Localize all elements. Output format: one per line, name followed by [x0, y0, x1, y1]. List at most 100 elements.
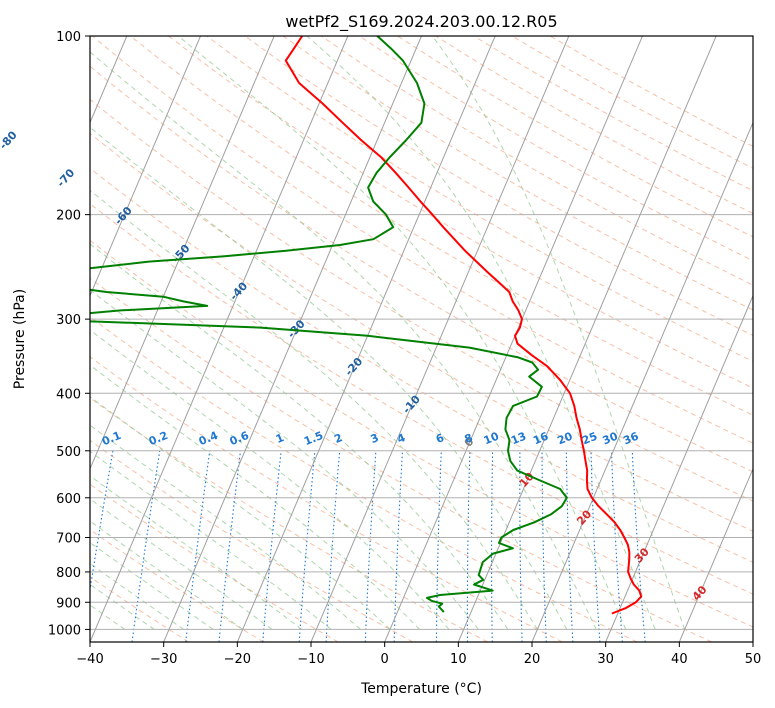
dry-adiabat-line — [206, 36, 753, 362]
moist-adiabat-line — [177, 36, 627, 630]
x-tick-label: 40 — [671, 652, 688, 667]
isotherm-line — [752, 640, 753, 642]
moist-adiabat-line — [90, 329, 450, 630]
y-tick-label: 400 — [56, 387, 81, 402]
y-tick-label: 1000 — [48, 623, 81, 638]
dry-adiabat-line — [90, 483, 339, 642]
moist-adiabat-line — [90, 475, 302, 630]
dry-adiabat-line — [168, 36, 753, 389]
moist-adiabat-line — [431, 36, 686, 630]
dry-adiabat-line — [90, 397, 488, 642]
isotherm-label: -80 — [0, 128, 20, 152]
isotherms — [90, 36, 753, 642]
y-tick-label: 300 — [56, 313, 81, 328]
isotherm-line — [384, 36, 643, 642]
mixing-ratio-label: 13 — [509, 430, 528, 448]
mixing-ratio-label: 1.5 — [302, 429, 325, 448]
mixing-ratio-label: 1 — [274, 431, 286, 446]
isotherm-label: 40 — [690, 583, 710, 603]
isotherm-line — [531, 121, 753, 642]
isotherm-line — [605, 294, 753, 642]
isotherm-line — [163, 36, 422, 642]
moist-adiabats — [90, 36, 686, 630]
mixing-ratio-line — [435, 450, 442, 642]
mixing-ratio-lines — [90, 450, 646, 642]
mixing-ratio-line — [298, 450, 316, 642]
background-lines — [90, 36, 753, 642]
mixing-ratio-label: 4 — [395, 431, 407, 446]
dry-adiabat-line — [90, 316, 638, 642]
moist-adiabat-line — [90, 189, 538, 630]
mixing-ratio-line — [90, 450, 114, 594]
moist-adiabat-line — [90, 289, 479, 630]
mixing-ratio-label: 30 — [601, 430, 620, 448]
x-tick-label: −10 — [297, 652, 324, 667]
mixing-ratio-label: 20 — [555, 430, 574, 448]
dry-adiabat-line — [90, 356, 563, 642]
isotherm-label: 30 — [632, 545, 652, 565]
mixing-ratio-label: 8 — [463, 431, 475, 446]
x-tick-label: 0 — [381, 652, 389, 667]
dry-adiabat-line — [282, 36, 753, 311]
dry-adiabat-line — [359, 36, 753, 262]
dry-adiabat-line — [90, 132, 753, 532]
dry-adiabat-line — [90, 576, 190, 642]
moist-adiabat-line — [90, 542, 214, 630]
moist-adiabat-line — [90, 364, 420, 630]
mixing-ratio-line — [631, 450, 646, 642]
mixing-ratio-line — [131, 450, 161, 642]
x-tick-label: 10 — [450, 652, 467, 667]
isotherm-label: -10 — [400, 393, 423, 417]
isotherm-line — [236, 36, 496, 642]
y-tick-label: 700 — [56, 532, 81, 547]
chart-title: wetPf2_S169.2024.203.00.12.R05 — [285, 12, 557, 32]
mixing-ratio-line — [325, 450, 341, 642]
moist-adiabat-line — [90, 424, 361, 630]
moist-adiabat-line — [90, 450, 332, 630]
mixing-ratio-label: 16 — [531, 430, 550, 448]
mixing-ratio-line — [218, 450, 242, 642]
mixing-ratio-label: 0.2 — [147, 429, 170, 448]
mixing-ratio-line — [185, 450, 211, 642]
isotherm-line — [90, 36, 275, 471]
mixing-ratio-label: 0.1 — [100, 429, 123, 448]
mixing-ratio-line — [490, 450, 494, 642]
plot-frame — [89, 35, 754, 643]
x-tick-label: −30 — [150, 652, 177, 667]
isotherm-line — [310, 36, 570, 642]
y-tick-label: 500 — [56, 445, 81, 460]
x-tick-label: 30 — [597, 652, 614, 667]
isotherm-label: -50 — [170, 242, 193, 266]
mixing-ratio-label: 2 — [332, 431, 344, 446]
dry-adiabat-line — [90, 277, 712, 642]
dry-adiabat-line — [244, 36, 753, 336]
dry-adiabat-line — [90, 65, 753, 473]
y-tick-label: 800 — [56, 566, 81, 581]
mixing-ratio-label: 3 — [369, 431, 381, 446]
temperature-profile — [284, 36, 643, 615]
y-tick-label: 600 — [56, 492, 81, 507]
x-tick-label: −20 — [224, 652, 251, 667]
y-tick-label: 100 — [56, 30, 81, 45]
moist-adiabat-line — [306, 36, 656, 630]
mixing-ratio-line — [364, 450, 377, 642]
mixing-ratio-labels: 0.1 0.2 0.4 0.6 1 1.5 2 3 4 6 8 10 13 16 20 25 30 36 — [100, 429, 641, 449]
isobar-grid — [90, 36, 753, 630]
y-tick-label: 200 — [56, 209, 81, 224]
isotherm-line — [90, 36, 201, 297]
mixing-ratio-line — [565, 450, 574, 642]
mixing-ratio-label: 10 — [482, 430, 501, 448]
x-tick-label: −40 — [76, 652, 103, 667]
x-tick-label: 20 — [524, 652, 541, 667]
dry-adiabat-line — [130, 36, 753, 416]
mixing-ratio-line — [590, 450, 601, 642]
mixing-ratio-line — [610, 450, 623, 642]
x-axis-title: Temperature (°C) — [360, 681, 482, 697]
moist-adiabat-line — [90, 126, 568, 630]
dewpoint-profile — [90, 36, 568, 613]
mixing-ratio-label: 36 — [621, 430, 640, 448]
mixing-ratio-label: 25 — [580, 430, 599, 448]
isotherm-line — [678, 467, 753, 642]
dry-adiabat-line — [90, 203, 753, 595]
